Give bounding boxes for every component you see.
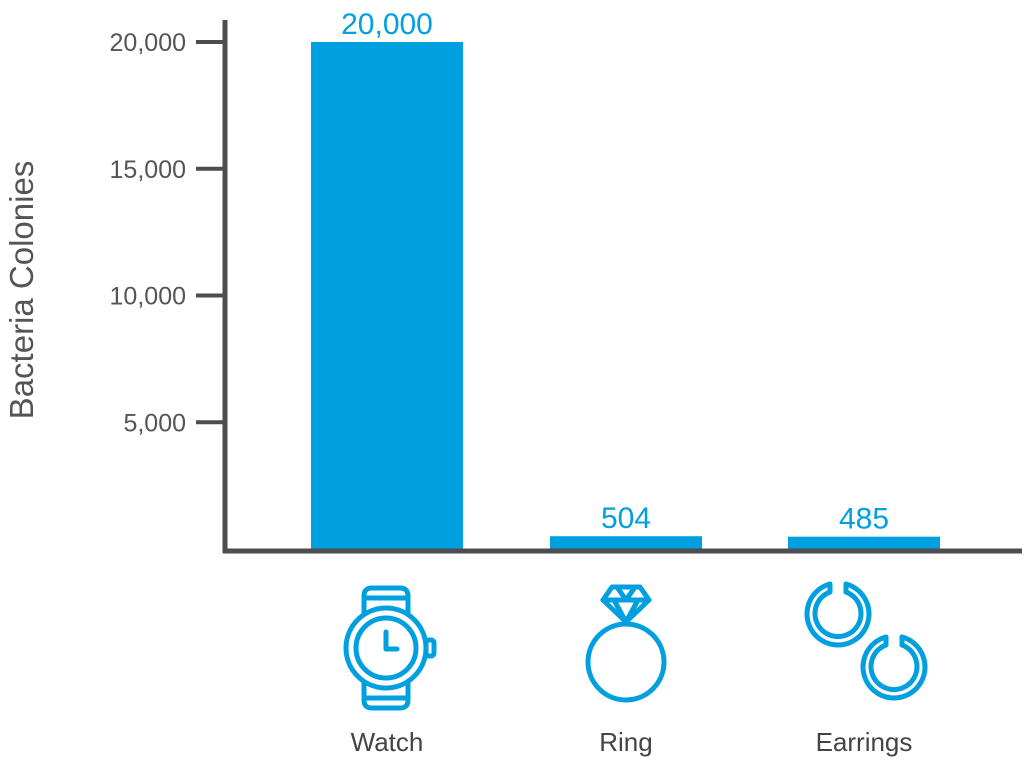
y-tick-label: 20,000 (110, 29, 186, 57)
category-label: Ring (599, 727, 652, 757)
ring-icon (585, 584, 667, 703)
data-label: 504 (601, 502, 651, 535)
y-axis-ticks: 5,000 10,000 15,000 20,000 (110, 29, 225, 437)
category-label: Watch (351, 727, 424, 757)
data-label: 20,000 (341, 8, 433, 41)
earrings-icon (804, 581, 928, 701)
y-axis-title: Bacteria Colonies (3, 161, 40, 420)
y-tick-label: 15,000 (110, 156, 186, 184)
bar-earrings (788, 536, 940, 549)
category-labels: Watch Ring Earrings (351, 727, 913, 757)
data-labels: 20,000 504 485 (341, 8, 889, 536)
category-label: Earrings (816, 727, 913, 757)
bar-watch (311, 42, 463, 549)
y-tick-label: 5,000 (123, 409, 186, 437)
data-label: 485 (839, 503, 889, 536)
y-tick-label: 10,000 (110, 283, 186, 311)
bar-ring (550, 536, 702, 549)
bars (311, 42, 940, 549)
watch-icon (343, 585, 437, 711)
